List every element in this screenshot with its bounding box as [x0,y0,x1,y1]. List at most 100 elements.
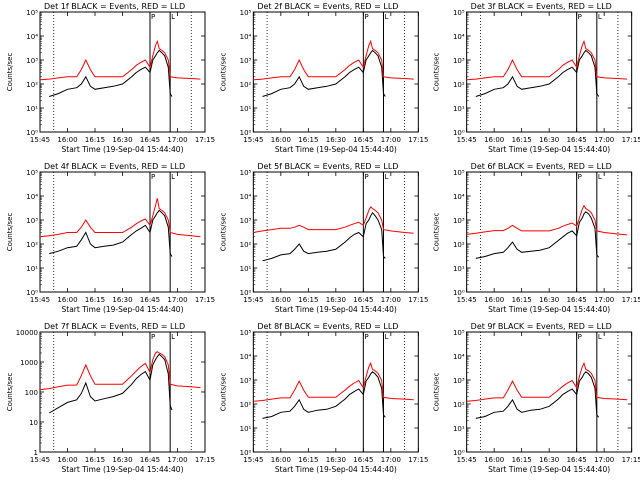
y-tick-label: 10⁵ [453,169,465,177]
time-marker-label: P [578,333,582,341]
chart-panel-7: Det 7f BLACK = Events, RED = LLD 1 10 100 10… [6,322,215,474]
x-tick-label: 17:00 [381,456,401,464]
lld-series-line [466,204,628,236]
x-tick-label: 15:45 [243,296,263,304]
x-tick-label: 17:00 [381,136,401,144]
x-tick-label: 16:15 [298,456,318,464]
x-tick-label: 17:00 [381,296,401,304]
y-axis-label: Counts/sec [6,373,14,412]
time-marker-label: L [598,333,602,341]
y-tick-label: 10² [240,241,252,249]
x-tick-label: 17:00 [594,136,614,144]
y-tick-label: 1 [34,449,38,457]
events-series-line [262,211,386,262]
events-series-line [48,353,173,414]
y-tick-label: 10⁴ [453,193,465,201]
x-tick-label: 16:30 [326,136,346,144]
x-tick-label: 17:15 [408,136,428,144]
y-tick-label: 10¹ [453,105,465,113]
x-tick-label: 16:30 [539,456,559,464]
x-tick-label: 16:45 [353,456,373,464]
chart-title: Det 6f BLACK = Events, RED = LLD [471,162,612,171]
y-axis-label: Counts/sec [219,213,227,252]
time-marker-label: L [384,13,388,21]
time-marker-label: P [151,13,155,21]
y-tick-label: 10⁰ [453,129,465,137]
chart-panel-1: Det 1f BLACK = Events, RED = LLD 10⁰ 10¹ 10… [6,2,215,154]
events-series-line [475,49,600,97]
events-series-line [49,49,173,97]
x-tick-label: 16:15 [298,136,318,144]
plot-frame [39,11,206,133]
y-tick-label: 10⁴ [240,33,252,41]
time-marker-label: L [171,13,175,21]
events-series-line [49,209,173,257]
x-tick-label: 15:45 [457,136,477,144]
time-marker-label: P [364,333,368,341]
events-series-line [262,49,386,97]
x-tick-label: 16:30 [112,296,132,304]
x-tick-label: 16:15 [512,456,532,464]
x-tick-label: 16:00 [57,296,77,304]
time-marker-label: L [598,173,602,181]
x-tick-label: 16:45 [140,136,160,144]
x-tick-label: 17:00 [594,296,614,304]
y-tick-label: 10⁰ [26,289,38,297]
x-tick-label: 17:15 [622,136,640,144]
y-tick-label: 10⁰ [26,129,38,137]
x-tick-label: 16:15 [512,136,532,144]
chart-title: Det 7f BLACK = Events, RED = LLD [44,322,185,331]
x-tick-label: 16:00 [484,296,504,304]
y-axis-label: Counts/sec [6,53,14,92]
x-axis-label: Start Time (19-Sep-04 15:44:40) [275,305,397,314]
x-axis-label: Start Time (19-Sep-04 15:44:40) [62,465,184,474]
lld-series-line [466,39,628,81]
y-tick-label: 10¹ [240,425,252,433]
y-tick-label: 10⁵ [26,169,38,177]
y-tick-label: 10² [240,81,252,89]
x-tick-label: 16:45 [353,296,373,304]
x-tick-label: 16:00 [484,456,504,464]
lld-series-line [253,361,414,402]
y-tick-label: 10⁴ [26,33,38,41]
y-tick-label: 10¹ [240,265,252,273]
y-tick-label: 10⁵ [240,329,252,337]
y-axis-label: Counts/sec [433,373,441,412]
x-tick-label: 16:15 [298,296,318,304]
time-marker-label: P [578,173,582,181]
events-series-line [262,371,386,419]
y-axis-label: Counts/sec [219,53,227,92]
lld-series-line [253,39,414,81]
y-tick-label: 10⁴ [453,33,465,41]
x-tick-label: 16:15 [85,296,105,304]
x-tick-label: 17:00 [167,456,187,464]
plot-frame [39,331,206,453]
x-tick-label: 17:15 [408,456,428,464]
events-series-line [475,211,600,259]
y-tick-label: 10² [453,401,465,409]
y-tick-label: 10³ [26,217,38,225]
x-tick-label: 17:15 [195,136,215,144]
plot-frame [466,331,633,453]
y-tick-label: 10³ [453,377,465,385]
chart-title: Det 9f BLACK = Events, RED = LLD [471,322,612,331]
plot-frame [252,11,419,133]
x-tick-label: 17:15 [622,456,640,464]
x-tick-label: 17:15 [195,296,215,304]
chart-title: Det 4f BLACK = Events, RED = LLD [44,162,185,171]
lld-series-line [466,361,628,402]
plot-frame [466,171,633,293]
x-tick-label: 15:45 [30,456,50,464]
time-marker-label: L [384,173,388,181]
chart-title: Det 5f BLACK = Events, RED = LLD [257,162,398,171]
x-tick-label: 17:15 [622,296,640,304]
time-marker-label: P [364,13,368,21]
lld-series-line [253,206,414,234]
lld-series-line [39,198,201,238]
x-tick-label: 16:30 [539,136,559,144]
lld-series-line [39,351,201,391]
y-tick-label: 10⁵ [453,329,465,337]
time-marker-label: L [171,173,175,181]
x-tick-label: 16:30 [326,296,346,304]
